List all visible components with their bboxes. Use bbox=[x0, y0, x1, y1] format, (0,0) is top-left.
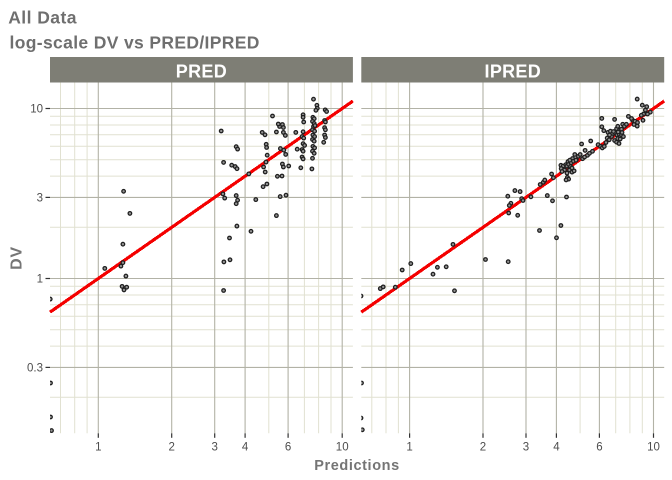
svg-text:DV: DV bbox=[8, 246, 25, 270]
svg-text:0.3: 0.3 bbox=[27, 362, 43, 374]
svg-text:10: 10 bbox=[647, 442, 660, 454]
svg-text:Predictions: Predictions bbox=[314, 458, 400, 474]
svg-text:2: 2 bbox=[480, 442, 486, 454]
svg-text:10: 10 bbox=[336, 442, 349, 454]
svg-text:All Data: All Data bbox=[8, 8, 77, 28]
svg-text:3: 3 bbox=[211, 442, 217, 454]
svg-text:10: 10 bbox=[30, 104, 43, 116]
svg-text:4: 4 bbox=[553, 442, 560, 454]
svg-text:PRED: PRED bbox=[176, 62, 227, 82]
svg-text:1: 1 bbox=[37, 274, 43, 286]
svg-text:1: 1 bbox=[406, 442, 412, 454]
svg-text:3: 3 bbox=[523, 442, 529, 454]
svg-text:1: 1 bbox=[95, 442, 101, 454]
svg-text:log-scale DV vs PRED/IPRED: log-scale DV vs PRED/IPRED bbox=[10, 32, 260, 52]
svg-text:6: 6 bbox=[596, 442, 602, 454]
svg-text:6: 6 bbox=[285, 442, 291, 454]
svg-text:2: 2 bbox=[168, 442, 174, 454]
svg-text:4: 4 bbox=[242, 442, 249, 454]
svg-text:IPRED: IPRED bbox=[485, 62, 542, 82]
svg-text:3: 3 bbox=[37, 192, 43, 204]
